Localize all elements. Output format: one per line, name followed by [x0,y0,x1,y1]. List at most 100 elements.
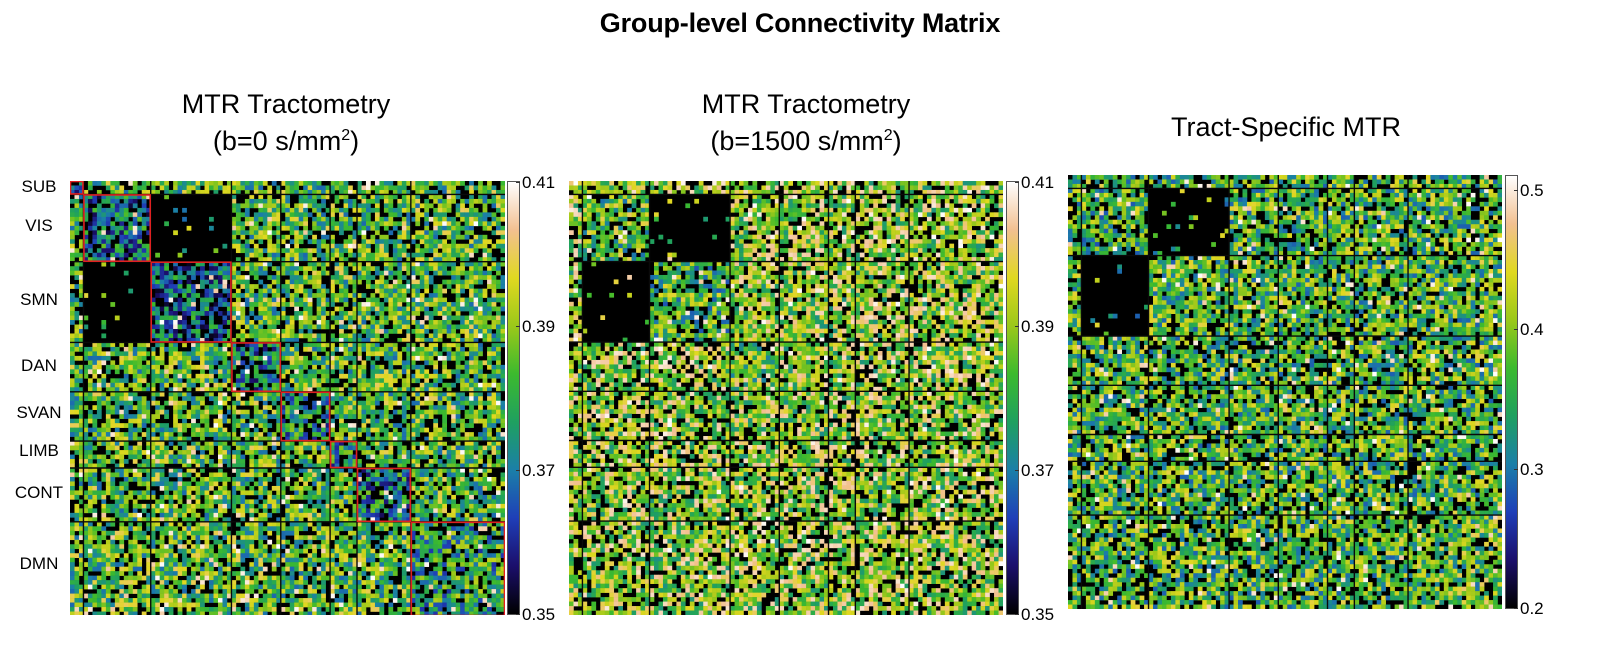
heatmap-cell [289,364,295,370]
heatmap-cell [258,423,264,428]
heatmap-cell [177,284,183,289]
heatmap-cell [410,472,416,478]
heatmap-cell [262,409,268,415]
heatmap-cell [357,181,362,186]
heatmap-cell [352,234,358,240]
heatmap-cell [253,427,259,433]
heatmap-cell [464,284,470,289]
heatmap-cell [217,346,223,352]
heatmap-cell [195,351,201,357]
heatmap-cell [406,189,412,195]
heatmap-cell [96,221,102,227]
heatmap-cell [280,248,286,254]
heatmap-cell [182,450,187,455]
heatmap-cell [182,342,187,348]
heatmap-cell [137,248,143,254]
heatmap-cell [155,463,160,469]
heatmap-cell [271,387,277,393]
heatmap-cell [455,324,461,330]
heatmap-cell [200,450,205,455]
heatmap-cell [235,391,241,397]
heatmap-cell [303,270,308,276]
heatmap-cell [374,472,380,478]
heatmap-cell [146,445,152,451]
heatmap-cell [433,378,439,384]
heatmap-cell [446,207,452,213]
heatmap-cell [253,333,259,339]
heatmap-cell [280,494,286,500]
heatmap-cell [132,468,138,473]
heatmap-cell [213,494,219,500]
heatmap-cell [74,266,80,271]
heatmap-cell [397,328,403,334]
heatmap-cell [500,207,505,213]
heatmap-cell [312,476,317,482]
heatmap-cell [195,405,201,411]
heatmap-cell [433,499,439,505]
heatmap-cell [370,342,376,348]
heatmap-cell [312,337,317,343]
heatmap-cell [289,333,295,339]
heatmap-cell [339,441,344,446]
heatmap-cell [267,494,273,500]
heatmap-cell [240,373,246,379]
heatmap-cell [87,459,93,464]
heatmap-cell [455,207,461,213]
heatmap-cell [487,315,492,321]
heatmap-cell [303,225,308,231]
heatmap-cell [159,472,165,478]
heatmap-cell [419,297,425,303]
heatmap-cell [217,387,223,393]
heatmap-cell [388,373,394,379]
heatmap-cell [105,476,111,482]
heatmap-cell [173,261,178,267]
heatmap-cell [455,194,461,200]
heatmap-cell [500,378,505,384]
heatmap-cell [437,427,443,433]
heatmap-cell [70,248,75,254]
heatmap-cell [235,450,241,455]
heatmap-cell [415,418,421,424]
heatmap-cell [186,266,192,271]
heatmap-cell [424,351,430,357]
heatmap-cell [419,400,425,406]
heatmap-cell [357,432,362,437]
heatmap-cell [101,342,107,348]
heatmap-cell [406,194,412,200]
heatmap-cell [370,198,376,204]
heatmap-cell [428,499,434,505]
heatmap-cell [397,463,403,469]
heatmap-cell [406,499,412,505]
heatmap-cell [280,306,286,312]
heatmap-cell [262,445,268,451]
heatmap-cell [428,382,434,388]
heatmap-cell [321,436,326,442]
heatmap-cell [321,391,326,397]
heatmap-cell [141,418,147,424]
heatmap-cell [312,207,317,213]
heatmap-cell [410,234,416,240]
heatmap-cell [361,198,367,204]
heatmap-cell [330,243,335,249]
heatmap-cell [424,284,430,289]
heatmap-cell [159,409,165,415]
heatmap-cell [383,382,389,388]
heatmap-cell [222,297,228,303]
heatmap-cell [101,436,107,442]
heatmap-cell [374,481,380,487]
heatmap-cell [406,396,412,402]
heatmap-cell [374,266,380,271]
heatmap-cell [267,499,273,505]
heatmap-cell [101,468,107,473]
heatmap-cell [330,212,335,218]
heatmap-cell [195,185,201,191]
heatmap-cell [110,485,116,491]
heatmap-cell [186,297,192,303]
heatmap-cell [289,221,295,227]
heatmap-cell [209,405,214,411]
heatmap-cell [217,328,223,334]
heatmap-cell [298,288,304,294]
heatmap-cell [487,248,492,254]
heatmap-cell [70,252,75,258]
heatmap-cell [182,485,187,491]
